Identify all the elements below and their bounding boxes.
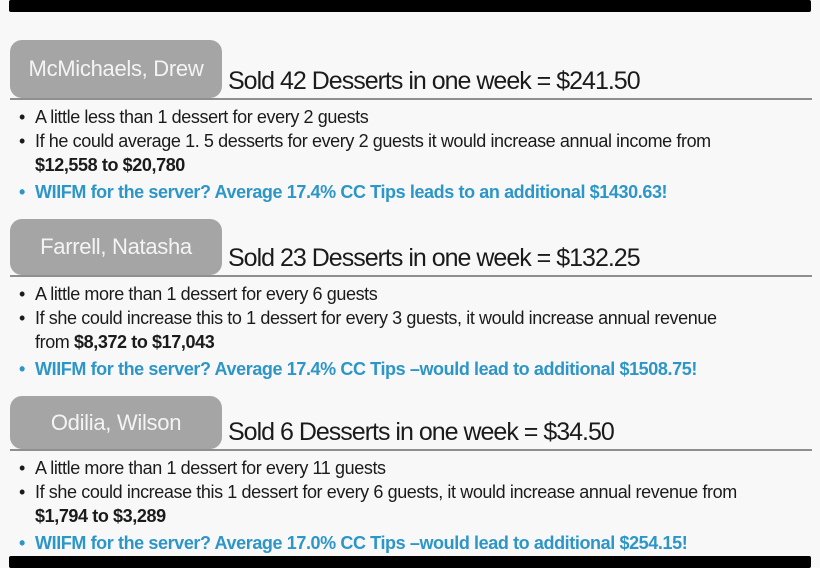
sales-heading: Sold 6 Desserts in one week = $34.50 xyxy=(228,418,615,446)
income-range: $8,372 to $17,043 xyxy=(74,332,215,352)
server-name-tab: McMichaels, Drew xyxy=(10,40,222,98)
section-header: Farrell, Natasha Sold 23 Desserts in one… xyxy=(10,219,812,277)
server-section-farrell: Farrell, Natasha Sold 23 Desserts in one… xyxy=(10,219,812,381)
sales-heading: Sold 23 Desserts in one week = $132.25 xyxy=(228,244,641,272)
bullet-projection: If she could increase this 1 dessert for… xyxy=(10,480,812,528)
bullet-wiifm: WIIFM for the server? Average 17.0% CC T… xyxy=(10,531,812,555)
bullet-ratio: A little less than 1 dessert for every 2… xyxy=(10,105,812,129)
server-name-tab: Farrell, Natasha xyxy=(10,219,222,275)
sales-heading: Sold 42 Desserts in one week = $241.50 xyxy=(228,67,641,95)
bullet-projection: If she could increase this to 1 dessert … xyxy=(10,306,812,354)
bullet-wiifm: WIIFM for the server? Average 17.4% CC T… xyxy=(10,357,812,381)
bullet-ratio: A little more than 1 dessert for every 1… xyxy=(10,456,812,480)
section-header: Odilia, Wilson Sold 6 Desserts in one we… xyxy=(10,396,812,451)
income-range: $1,794 to $3,289 xyxy=(35,506,166,526)
bullet-list: A little less than 1 dessert for every 2… xyxy=(10,105,812,204)
server-section-odilia: Odilia, Wilson Sold 6 Desserts in one we… xyxy=(10,396,812,555)
server-name: Farrell, Natasha xyxy=(40,234,192,259)
bullet-projection: If he could average 1. 5 desserts for ev… xyxy=(10,129,812,177)
bullet-ratio: A little more than 1 dessert for every 6… xyxy=(10,282,812,306)
server-name-tab: Odilia, Wilson xyxy=(10,396,222,449)
server-section-mcmichaels: McMichaels, Drew Sold 42 Desserts in one… xyxy=(10,40,812,204)
section-header: McMichaels, Drew Sold 42 Desserts in one… xyxy=(10,40,812,100)
server-name: McMichaels, Drew xyxy=(28,56,204,81)
top-letterbox-bar xyxy=(9,0,811,12)
bullet-wiifm: WIIFM for the server? Average 17.4% CC T… xyxy=(10,180,812,204)
bottom-letterbox-bar xyxy=(9,556,811,568)
bullet-list: A little more than 1 dessert for every 1… xyxy=(10,456,812,555)
server-name: Odilia, Wilson xyxy=(50,409,182,435)
income-range: $12,558 to $20,780 xyxy=(35,155,185,175)
bullet-list: A little more than 1 dessert for every 6… xyxy=(10,282,812,381)
